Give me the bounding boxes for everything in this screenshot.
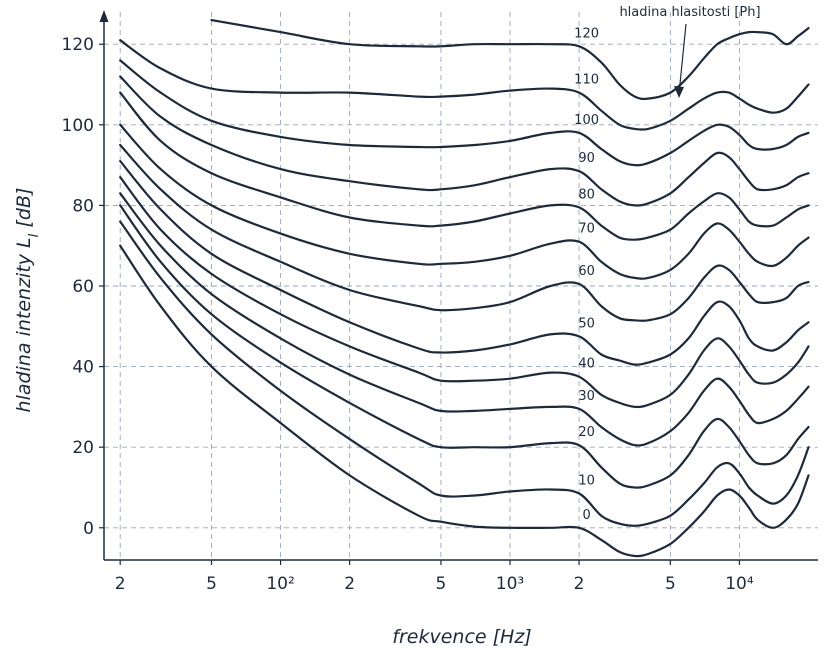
x-tick-label-4: 5 <box>436 574 447 594</box>
curve-100-phon <box>119 59 810 167</box>
curve-label-80: 80 <box>578 187 595 202</box>
y-tick-label-4: 80 <box>72 196 94 216</box>
curve-50-phon <box>119 160 810 366</box>
curve-label-110: 110 <box>574 73 599 88</box>
y-axis-arrowhead <box>99 10 109 22</box>
x-tick-label-6: 2 <box>574 574 585 594</box>
x-tick-label-7: 5 <box>665 574 676 594</box>
curve-labels: 0 10 20 30 40 50 60 70 80 90 100 110 120 <box>574 26 599 523</box>
x-tick-label-3: 2 <box>344 574 355 594</box>
curve-label-70: 70 <box>578 222 595 237</box>
annotation-arrow <box>678 23 687 95</box>
curve-10-phon <box>119 220 810 527</box>
curve-label-40: 40 <box>578 357 595 372</box>
y-tick-label-1: 20 <box>72 438 94 458</box>
curve-60-phon <box>119 143 810 322</box>
curve-30-phon <box>119 192 810 447</box>
curve-label-20: 20 <box>578 425 595 440</box>
curve-label-100: 100 <box>574 113 599 128</box>
x-tick-label-1: 5 <box>206 574 217 594</box>
curve-label-120: 120 <box>574 26 599 41</box>
curve-label-60: 60 <box>578 264 595 279</box>
curve-label-0: 0 <box>582 508 590 523</box>
x-tick-label-2: 10² <box>266 574 294 594</box>
annotation-arrowhead <box>674 86 684 98</box>
curve-label-30: 30 <box>578 389 595 404</box>
axes <box>99 10 818 565</box>
curve-label-10: 10 <box>578 474 595 489</box>
curve-label-90: 90 <box>578 151 595 166</box>
curves <box>119 19 810 558</box>
annotation-label: hladina hlasitosti [Ph] <box>619 5 760 20</box>
curve-70-phon <box>119 123 810 280</box>
y-tick-label-2: 40 <box>72 358 94 378</box>
x-tick-label-5: 10³ <box>496 574 524 594</box>
curve-label-50: 50 <box>578 316 595 331</box>
x-tick-label-8: 10⁴ <box>725 574 754 594</box>
y-tick-label-0: 0 <box>83 519 94 539</box>
curve-80-phon <box>119 91 810 241</box>
y-tick-label-3: 60 <box>72 277 94 297</box>
curve-90-phon <box>119 75 810 207</box>
x-axis-title: frekvence [Hz] <box>392 626 531 648</box>
curve-110-phon <box>119 39 810 131</box>
x-tick-label-0: 2 <box>115 574 126 594</box>
y-tick-label-5: 100 <box>62 116 94 136</box>
curve-0-phon <box>119 244 810 558</box>
y-axis-title: hladina intenzity LI [dB] <box>13 188 42 413</box>
curve-40-phon <box>119 176 810 409</box>
y-tick-label-6: 120 <box>62 35 94 55</box>
curve-20-phon <box>119 204 810 489</box>
curve-120-phon <box>210 19 810 101</box>
